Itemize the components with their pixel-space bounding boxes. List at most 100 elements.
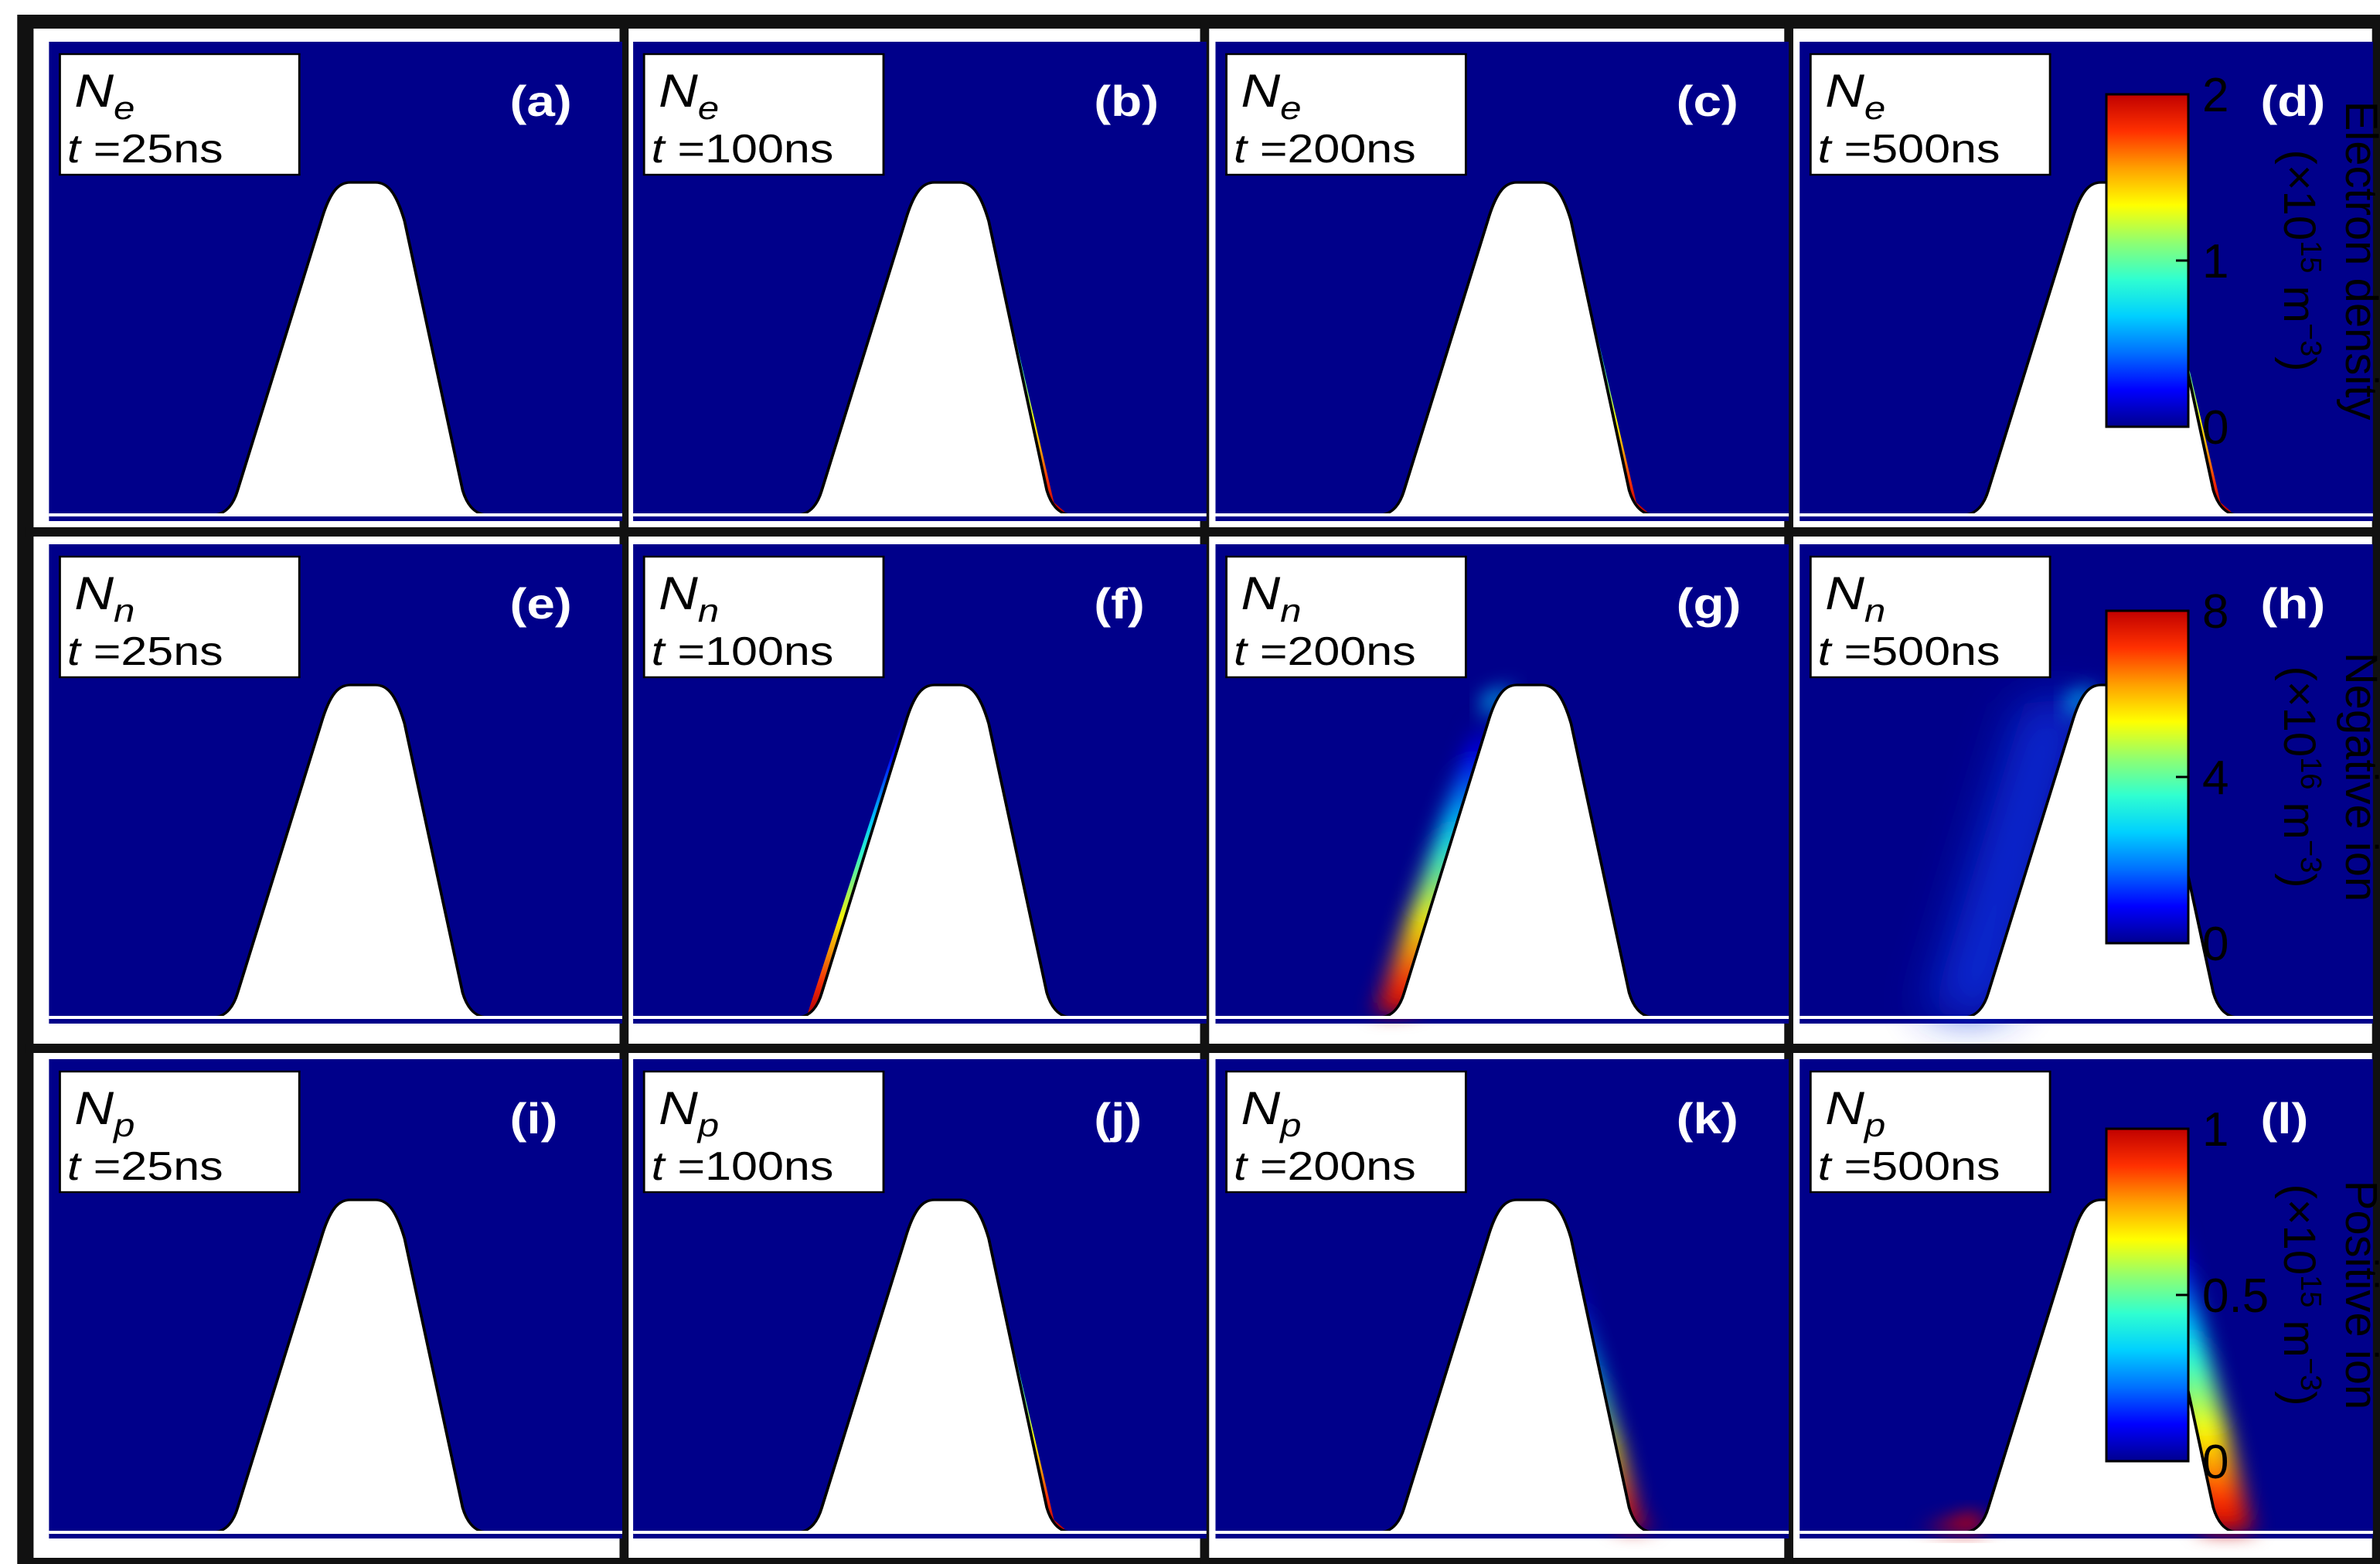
panel-h: Nnt =500ns (h) [1799,544,2373,1024]
variable-subscript: n [114,592,134,629]
panel-label-box [59,1070,301,1194]
colorbar-tick-label: 8 [2202,585,2228,639]
panel-f: Nnt =100ns (f) [633,544,1207,1024]
variable-subscript: n [1280,592,1301,629]
variable-subscript: e [114,90,134,126]
time-label: t =100ns [652,629,834,674]
panel-letter: (i) [510,1095,558,1143]
time-label: t =25ns [67,1144,223,1189]
panel-label-box [1225,555,1467,679]
variable-symbol: Ne [1241,65,1301,126]
panel-e: Nnt =25ns (e) [49,544,623,1024]
colorbar-gradient [2105,609,2190,945]
panel-label-box [1809,555,2051,679]
panel-c: Net =200ns (c) [1215,42,1789,521]
panel-letter: (a) [510,77,572,125]
electrode-tip [796,1198,1073,1534]
panel-label-box [1225,53,1467,176]
electrode-tip [1378,181,1655,516]
variable-symbol: Ne [659,65,719,126]
variable-subscript: p [696,1107,720,1143]
variable-subscript: n [698,592,719,629]
electrode-tip [1378,1198,1655,1534]
panel-letter: (l) [2260,1095,2308,1143]
variable-subscript: e [698,90,719,126]
time-label: t =500ns [1818,1144,2000,1189]
time-label: t =200ns [1234,629,1416,674]
panel-label-box [59,555,301,679]
colorbar-gradient [2105,93,2190,428]
panel-letter: (e) [510,580,572,628]
colorbar-tick-label: 1 [2202,1103,2228,1157]
electrode-tip [212,1198,489,1534]
colorbar-tick-label: 2 [2202,69,2228,122]
variable-subscript: e [1864,90,1885,126]
panel-letter: (c) [1677,77,1738,125]
panel-g: Nnt =200ns (g) [1215,544,1789,1024]
panel-label-box [1809,53,2051,176]
panel-letter: (g) [1677,580,1742,628]
electrode-tip [796,181,1073,516]
time-label: t =100ns [652,127,834,172]
panel-label-box [1809,1070,2051,1194]
panel-k: Npt =200ns (k) [1215,1059,1789,1538]
panel-a: Net =25ns (a) [49,42,623,521]
colorbar-title: Positive ion [2336,1181,2380,1410]
panel-label-box [642,1070,885,1194]
colorbar-gradient [2105,1127,2190,1463]
panel-grid: Net =25ns(a) Net =100ns(b) Net =200ns(c) Ne… [49,42,2373,1538]
variable-subscript: p [1863,1107,1886,1143]
colorbar-tick-label: 4 [2202,751,2228,805]
time-label: t =200ns [1234,1144,1416,1189]
variable-symbol: Np [1825,1082,1885,1143]
panel-letter: (k) [1677,1095,1738,1143]
panel-letter: (b) [1094,77,1159,125]
time-label: t =25ns [67,127,223,172]
colorbar-title: Electron density [2336,101,2380,421]
variable-symbol: Np [659,1082,719,1143]
variable-subscript: p [112,1107,135,1143]
electrode-tip [1378,683,1655,1019]
panel-letter: (d) [2260,77,2325,125]
variable-symbol: Np [74,1082,134,1143]
electrode-tip [212,181,489,516]
panel-j: Npt =100ns (j) [633,1059,1207,1538]
colorbar-tick-label: 0 [2202,918,2228,971]
variable-symbol: Nn [74,567,134,629]
colorbar-tick-label: 1 [2202,235,2228,288]
panel-l: Npt =500ns (l) [1799,1059,2373,1538]
density-plume [1930,696,2087,1014]
variable-symbol: Np [1241,1082,1301,1143]
colorbar-tick-label: 0 [2202,1436,2228,1489]
variable-subscript: p [1279,1107,1302,1143]
variable-symbol: Nn [659,567,719,629]
panel-d: Net =500ns (d) [1799,42,2373,521]
panel-label-box [59,53,301,176]
time-label: t =500ns [1818,629,2000,674]
colorbar-unit: (×1015 m−3) [2274,149,2327,371]
colorbar-1: 2 1 0 Electron density(×1015 m−3) [2105,69,2380,455]
colorbar-title: Negative ion [2336,653,2380,901]
panel-label-box [642,555,885,679]
variable-subscript: e [1280,90,1301,126]
density-plume [1922,1511,1985,1532]
colorbar-3: 1 0.5 0 Positive ion(×1015 m−3) [2105,1103,2380,1489]
time-label: t =25ns [67,629,223,674]
panel-label-box [642,53,885,176]
variable-symbol: Ne [74,65,134,126]
panel-b: Net =100ns (b) [633,42,1207,521]
colorbar-tick-label: 0.5 [2202,1269,2269,1323]
panel-letter: (h) [2260,580,2325,628]
variable-symbol: Ne [1825,65,1885,126]
variable-symbol: Nn [1241,567,1301,629]
colorbar-unit: (×1016 m−3) [2274,666,2327,888]
electrode-tip [212,683,489,1019]
variable-symbol: Nn [1825,567,1885,629]
time-label: t =200ns [1234,127,1416,172]
time-label: t =100ns [652,1144,834,1189]
colorbar-column: 2 1 0 Electron density(×1015 m−3) 8 4 0 Negativ… [2105,69,2380,1489]
colorbar-tick-label: 0 [2202,401,2228,455]
panel-letter: (j) [1094,1095,1142,1143]
panel-letter: (f) [1094,580,1145,628]
